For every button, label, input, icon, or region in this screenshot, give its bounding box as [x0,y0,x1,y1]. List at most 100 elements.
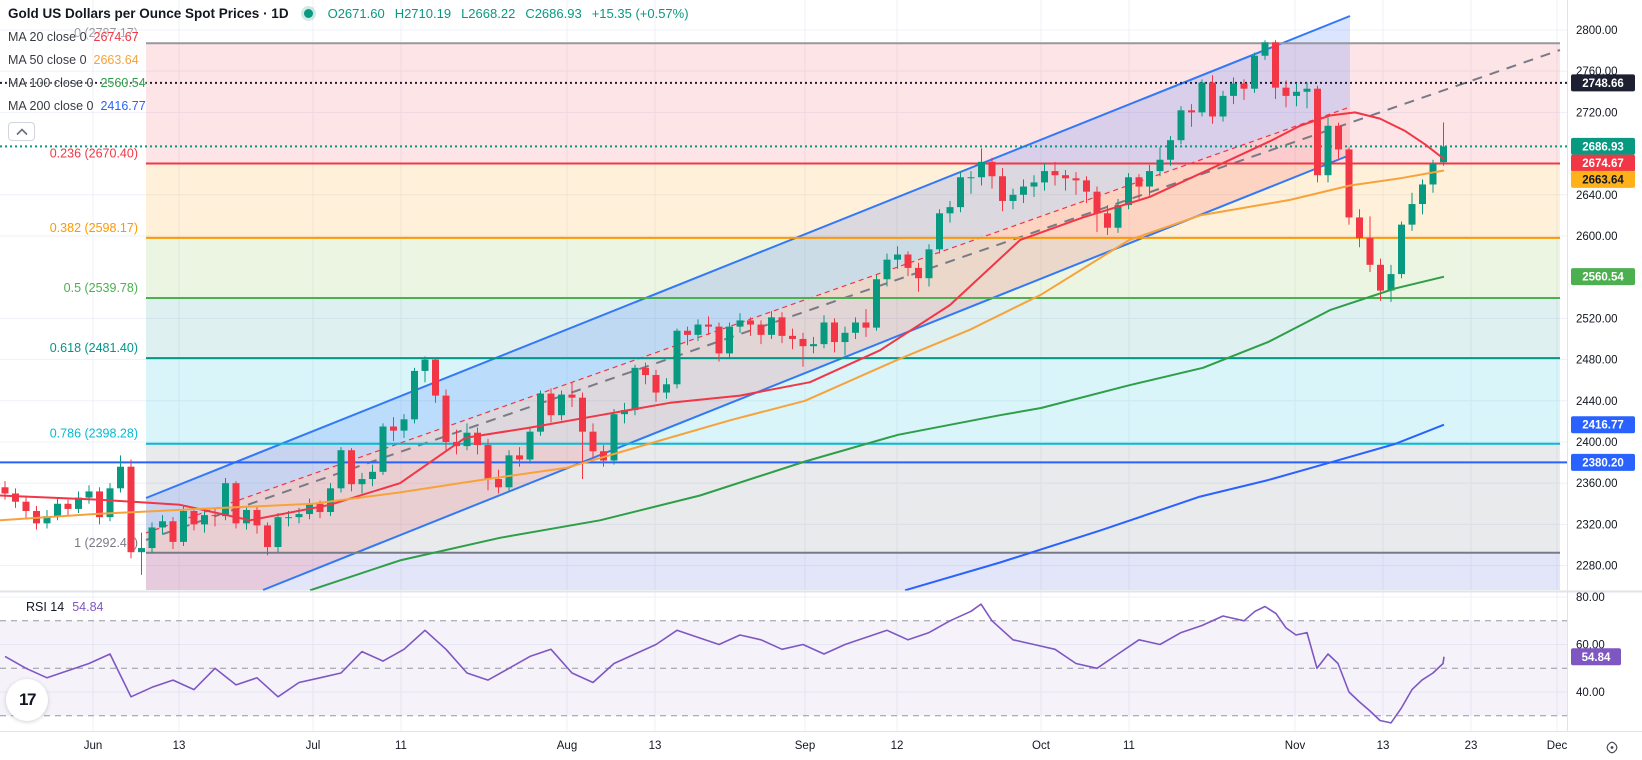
candle-body [684,330,691,335]
candle-body [1062,175,1069,179]
candle-body [631,367,639,411]
candle-body [337,450,345,489]
candle-body [579,397,586,432]
time-tick-label: Nov [1285,740,1306,752]
price-tick-label: 2600.00 [1576,231,1618,243]
candle-body [715,326,723,354]
tradingview-logo[interactable]: 17 [6,679,48,721]
time-tick-label: Dec [1547,740,1568,752]
candle-body [222,483,229,517]
candle-body [547,393,555,416]
time-tick-label: 12 [891,740,904,752]
price-badge-label: 2674.67 [1582,158,1624,170]
candle-body [1104,213,1111,228]
candle-body [1261,42,1269,56]
candle-body [726,326,733,354]
ma50-value: 2663.64 [93,53,139,67]
time-tick-label: Jul [306,740,321,752]
price-badge [1571,453,1635,471]
candle-body [757,324,765,335]
candle-body [358,479,366,485]
candle-body [264,525,271,548]
candle-body [138,548,145,553]
candle-body [778,317,786,336]
candle-body [1377,264,1384,291]
ohlc-values: O2671.60 H2710.19 L2668.22 C2686.93 +15.… [328,6,689,21]
candle-body [463,432,471,447]
candle-body [642,367,649,376]
candle-body [915,267,922,279]
time-tick-label: 11 [1123,740,1135,752]
price-badge-label: 2748.66 [1582,78,1624,90]
ohlc-open: O2671.60 [327,6,385,21]
rsi-legend[interactable]: RSI 14 54.84 [26,600,104,614]
candle-body [1020,186,1027,195]
candle-body [1209,82,1216,117]
ma-line-ma200 [904,423,1445,592]
ma-line-ma100 [309,275,1445,592]
ma100-value: 2560.54 [100,76,146,90]
candle-body [505,455,513,488]
candle-body [148,527,156,549]
candle-body [925,249,933,279]
candle-body [1,487,9,494]
candle-body [600,451,607,461]
time-scale-area[interactable] [0,732,1642,760]
candle-body [432,359,439,396]
candle-body [558,394,565,416]
time-axis-settings-button[interactable] [1599,737,1625,757]
time-tick-label: Jun [84,740,103,752]
candle-body [957,177,964,208]
candle-body [862,322,870,328]
time-tick-label: Sep [795,740,815,752]
candle-body [799,338,807,347]
market-status-icon[interactable] [303,9,313,18]
candle-body [1314,88,1321,176]
rsi-badge-label: 54.84 [1582,652,1611,664]
candle-body [442,395,450,442]
chevron-up-icon [15,127,28,135]
price-badge-label: 2380.20 [1582,457,1624,469]
candle-body [673,330,681,385]
ma50-legend[interactable]: MA 50 close 0 2663.64 [8,53,689,67]
candle-body [1125,177,1132,206]
candle-body [978,161,985,178]
ohlc-change: +15.35 (+0.57%) [591,6,689,21]
price-badge-label: 2416.77 [1582,420,1624,432]
price-scale-area[interactable] [1568,0,1642,760]
candle-body [12,493,19,502]
ma100-legend[interactable]: MA 100 close 0 2560.54 [8,76,689,90]
candle-body [894,254,901,260]
collapse-legend-button[interactable] [8,122,35,141]
time-tick-label: 23 [1465,740,1478,752]
candle-body [768,317,775,335]
fib-level-label: 0 (2787.17) [74,26,138,40]
candle-body [1335,125,1342,150]
fib-level-label: 0.786 (2398.28) [50,427,138,441]
candle-body [810,344,817,347]
candle-body [390,426,397,431]
ma20-value: 2674.67 [93,30,139,44]
price-badge-label: 2686.93 [1582,141,1624,153]
candle-body [589,431,597,452]
candle-body [1072,178,1080,181]
fib-band [146,237,1560,298]
symbol-title[interactable]: Gold US Dollars per Ounce Spot Prices · … [8,6,289,21]
candle-body [621,410,628,415]
ma200-legend[interactable]: MA 200 close 0 2416.77 [8,99,689,113]
time-tick-label: 13 [1377,740,1390,752]
candle-body [243,509,250,524]
price-tick-label: 2320.00 [1576,519,1618,531]
rsi-line [4,603,1445,724]
price-tick-label: 2440.00 [1576,396,1618,408]
candle-body [369,471,376,480]
ma100-label: MA 100 close 0 [8,76,94,90]
candle-body [495,479,502,488]
candle-body [400,419,408,431]
candle-body [274,517,282,548]
candle-body [1188,110,1195,113]
ma20-legend[interactable]: MA 20 close 0 2674.67 [8,30,689,44]
candle-body [421,359,429,371]
